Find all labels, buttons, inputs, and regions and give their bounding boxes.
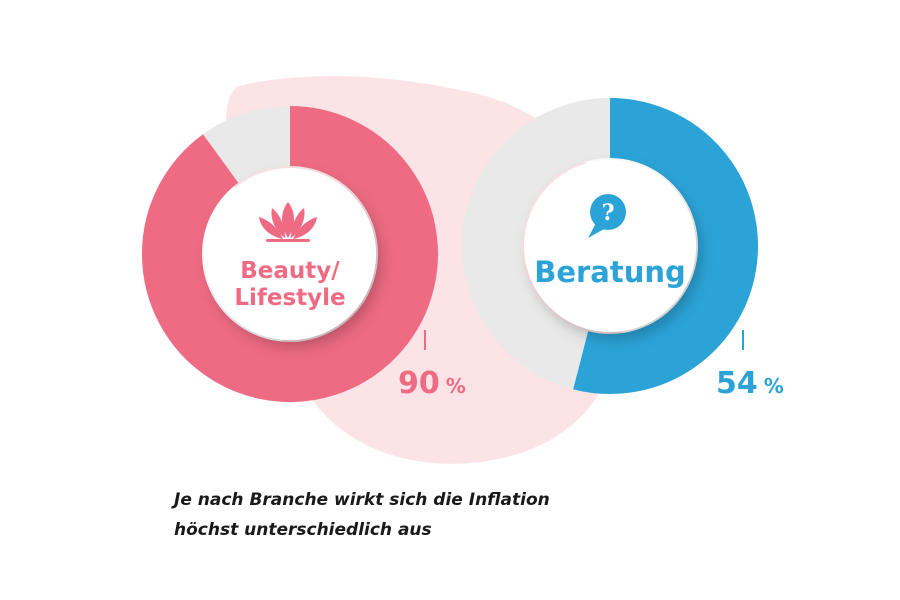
value-label-beauty: 90% — [398, 366, 466, 401]
donut-arc-beratung — [573, 98, 758, 394]
donut-arc-beauty — [142, 106, 438, 402]
value-unit-beratung: % — [764, 374, 784, 398]
caption-line-1: Je nach Branche wirkt sich die Inflation — [174, 490, 550, 510]
caption: Je nach Branche wirkt sich die Inflation… — [174, 485, 550, 545]
donut-center-beratung — [524, 160, 696, 332]
value-number-beauty: 90 — [398, 366, 440, 401]
donut-beratung: ? Beratung 54% — [462, 98, 784, 401]
value-unit-beauty: % — [446, 374, 466, 398]
lotus-icon — [259, 202, 317, 242]
question-speech-bubble-icon: ? — [588, 194, 626, 238]
donut-label-beratung: Beratung — [534, 255, 686, 289]
caption-line-2: höchst unterschiedlich aus — [174, 520, 432, 540]
donut-beauty: Beauty/ Lifestyle 90% — [142, 106, 466, 402]
value-number-beratung: 54 — [716, 366, 758, 401]
svg-text:?: ? — [602, 200, 615, 226]
donut-center-beauty — [204, 168, 376, 340]
donut-label-beauty-line2: Lifestyle — [234, 285, 345, 311]
value-label-beratung: 54% — [716, 366, 784, 401]
donut-label-beauty-line1: Beauty/ — [240, 258, 340, 284]
